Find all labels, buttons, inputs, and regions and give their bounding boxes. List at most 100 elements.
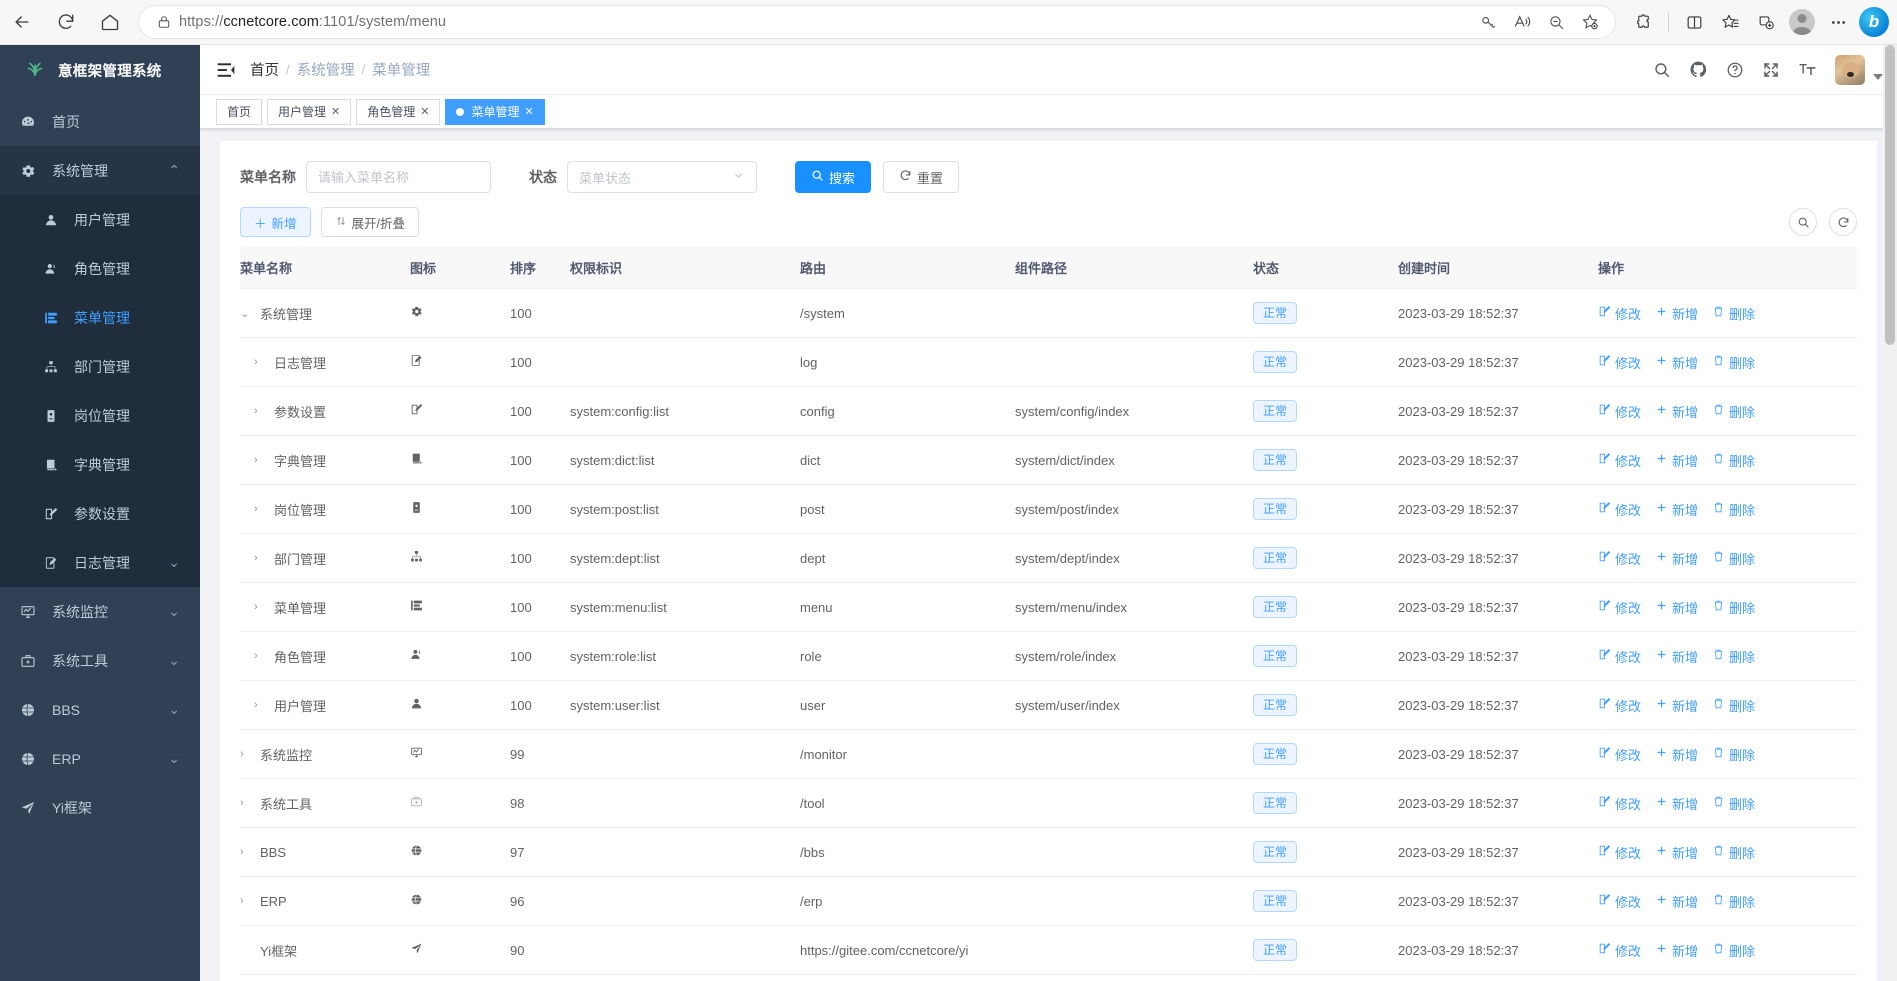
table-row[interactable]: › 岗位管理 100 system:post:list post system/post/… — [240, 484, 1857, 534]
copilot-icon[interactable]: b — [1857, 5, 1891, 39]
help-circle-icon[interactable] — [1726, 61, 1744, 79]
sidebar-item-dept-mgmt[interactable]: 部门管理 — [0, 342, 200, 391]
sidebar-item-yi-framework[interactable]: Yi框架 — [0, 783, 200, 832]
expand-chevron-icon[interactable]: › — [254, 454, 258, 466]
expand-chevron-icon[interactable]: › — [240, 895, 244, 907]
address-bar[interactable]: https://ccnetcore.com:1101/system/menu — [138, 5, 1616, 39]
search-button[interactable]: 搜索 — [795, 161, 872, 193]
reset-button[interactable]: 重置 — [883, 161, 960, 193]
table-row[interactable]: › BBS 97/bbs 正常 2023-03-29 18:52:37 修改 新增 删除 — [240, 827, 1857, 877]
table-row[interactable]: ⌄ 系统管理 100/system 正常 2023-03-29 18:52:37 修改 新增… — [240, 288, 1857, 338]
table-row[interactable]: › 角色管理 100 system:role:list role system/role/… — [240, 631, 1857, 681]
delete-action[interactable]: 删除 — [1712, 843, 1755, 862]
delete-action[interactable]: 删除 — [1712, 402, 1755, 421]
read-aloud-icon[interactable] — [1507, 7, 1537, 37]
sidebar-item-monitor[interactable]: 系统监控 ⌄ — [0, 587, 200, 636]
sidebar-item-params[interactable]: 参数设置 — [0, 489, 200, 538]
collections-icon[interactable] — [1713, 5, 1747, 39]
delete-action[interactable]: 删除 — [1712, 598, 1755, 617]
close-icon[interactable]: ✕ — [524, 106, 534, 118]
sidebar-item-user-mgmt[interactable]: 用户管理 — [0, 195, 200, 244]
delete-action[interactable]: 删除 — [1712, 696, 1755, 715]
add-button[interactable]: ＋ 新增 — [240, 207, 311, 237]
delete-action[interactable]: 删除 — [1712, 353, 1755, 372]
col-permission[interactable]: 权限标识 — [570, 247, 800, 289]
sidebar-item-role-mgmt[interactable]: 角色管理 — [0, 244, 200, 293]
add-action[interactable]: 新增 — [1655, 843, 1698, 862]
table-row[interactable]: › 系统监控 99/monitor 正常 2023-03-29 18:52:37 修改 新增… — [240, 729, 1857, 779]
expand-chevron-icon[interactable]: › — [254, 552, 258, 564]
table-row[interactable]: › 部门管理 100 system:dept:list dept system/dept/… — [240, 533, 1857, 583]
sidebar-logo[interactable]: 意框架管理系统 — [0, 45, 200, 95]
scrollbar-thumb[interactable] — [1885, 45, 1895, 345]
add-action[interactable]: 新增 — [1655, 402, 1698, 421]
add-action[interactable]: 新增 — [1655, 696, 1698, 715]
zoom-out-icon[interactable] — [1541, 7, 1571, 37]
add-action[interactable]: 新增 — [1655, 892, 1698, 911]
edit-action[interactable]: 修改 — [1598, 598, 1641, 617]
add-action[interactable]: 新增 — [1655, 598, 1698, 617]
add-action[interactable]: 新增 — [1655, 745, 1698, 764]
sidebar-item-erp[interactable]: ERP ⌄ — [0, 734, 200, 783]
edit-action[interactable]: 修改 — [1598, 500, 1641, 519]
expand-chevron-icon[interactable]: ⌄ — [240, 307, 250, 320]
profile-avatar[interactable] — [1785, 5, 1819, 39]
user-avatar[interactable] — [1835, 54, 1865, 85]
col-route[interactable]: 路由 — [800, 247, 1015, 289]
page-scrollbar[interactable] — [1883, 45, 1897, 981]
edit-action[interactable]: 修改 — [1598, 647, 1641, 666]
sidebar-item-menu-mgmt[interactable]: 菜单管理 — [0, 293, 200, 342]
edit-action[interactable]: 修改 — [1598, 843, 1641, 862]
add-action[interactable]: 新增 — [1655, 647, 1698, 666]
sidebar-item-tools[interactable]: 系统工具 ⌄ — [0, 636, 200, 685]
delete-action[interactable]: 删除 — [1712, 794, 1755, 813]
github-icon[interactable] — [1689, 60, 1708, 79]
table-row[interactable]: › 日志管理 100 log 正常 2023-03-29 18:52:37 修改 新增 删除 — [240, 337, 1857, 387]
expand-chevron-icon[interactable]: › — [254, 650, 258, 662]
status-select[interactable]: 菜单状态 — [567, 161, 757, 193]
table-row[interactable]: › 字典管理 100 system:dict:list dict system/dict/… — [240, 435, 1857, 485]
table-search-icon[interactable] — [1789, 208, 1817, 236]
delete-action[interactable]: 删除 — [1712, 549, 1755, 568]
add-collection-icon[interactable] — [1749, 5, 1783, 39]
col-icon[interactable]: 图标 — [410, 247, 510, 289]
reload-icon[interactable] — [44, 2, 88, 42]
breadcrumb-item-0[interactable]: 首页 — [250, 63, 279, 79]
tab-menu-mgmt[interactable]: 菜单管理 ✕ — [445, 98, 545, 125]
expand-chevron-icon[interactable]: › — [240, 797, 244, 809]
edit-action[interactable]: 修改 — [1598, 549, 1641, 568]
add-action[interactable]: 新增 — [1655, 941, 1698, 960]
table-row[interactable]: › ERP 96/erp 正常 2023-03-29 18:52:37 修改 新增 删除 — [240, 876, 1857, 926]
sidebar-item-system[interactable]: 系统管理 ⌃ — [0, 146, 200, 195]
add-action[interactable]: 新增 — [1655, 353, 1698, 372]
delete-action[interactable]: 删除 — [1712, 745, 1755, 764]
edit-action[interactable]: 修改 — [1598, 794, 1641, 813]
edit-action[interactable]: 修改 — [1598, 696, 1641, 715]
table-row[interactable]: › 系统工具 98/tool 正常 2023-03-29 18:52:37 修改 新增 删除 — [240, 778, 1857, 828]
col-component[interactable]: 组件路径 — [1015, 247, 1253, 289]
edit-action[interactable]: 修改 — [1598, 941, 1641, 960]
sidebar-item-post-mgmt[interactable]: 岗位管理 — [0, 391, 200, 440]
sidebar-item-home[interactable]: 首页 — [0, 97, 200, 146]
search-icon[interactable] — [1653, 61, 1671, 79]
edit-action[interactable]: 修改 — [1598, 304, 1641, 323]
tab-role-mgmt[interactable]: 角色管理 ✕ — [356, 98, 441, 125]
delete-action[interactable]: 删除 — [1712, 500, 1755, 519]
expand-chevron-icon[interactable]: › — [254, 601, 258, 613]
home-icon[interactable] — [88, 2, 132, 42]
edit-action[interactable]: 修改 — [1598, 892, 1641, 911]
table-row[interactable]: › 参数设置 100 system:config:list config system/c… — [240, 386, 1857, 436]
tab-user-mgmt[interactable]: 用户管理 ✕ — [267, 98, 352, 125]
expand-chevron-icon[interactable]: › — [240, 748, 244, 760]
add-action[interactable]: 新增 — [1655, 451, 1698, 470]
add-action[interactable]: 新增 — [1655, 304, 1698, 323]
hamburger-collapse-icon[interactable] — [216, 60, 236, 80]
breadcrumb-item-1[interactable]: 系统管理 — [296, 63, 355, 79]
expand-chevron-icon[interactable]: › — [254, 503, 258, 515]
key-icon[interactable] — [1473, 7, 1503, 37]
table-refresh-icon[interactable] — [1829, 208, 1857, 236]
close-icon[interactable]: ✕ — [420, 106, 430, 118]
chevron-down-icon[interactable] — [1873, 73, 1883, 80]
delete-action[interactable]: 删除 — [1712, 451, 1755, 470]
fullscreen-icon[interactable] — [1762, 61, 1780, 79]
